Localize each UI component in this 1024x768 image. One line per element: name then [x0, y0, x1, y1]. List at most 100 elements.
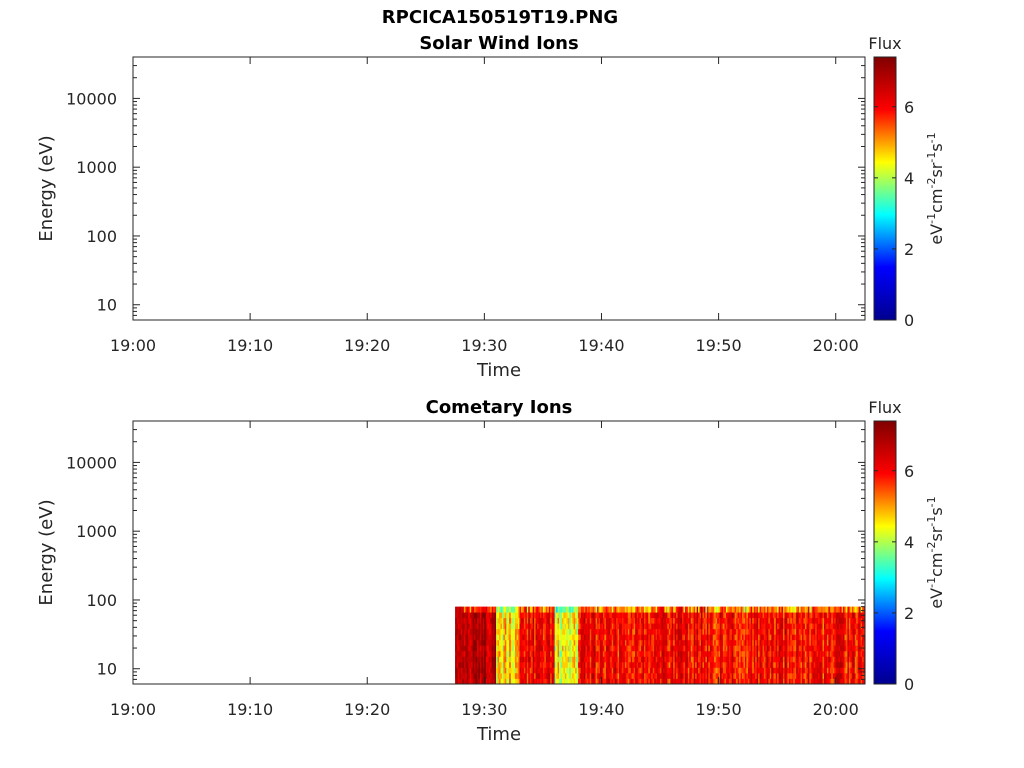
heatmap-cell — [860, 672, 863, 679]
heatmap-cell — [810, 656, 813, 663]
heatmap-cell — [780, 634, 782, 641]
heatmap-cell — [550, 612, 553, 619]
heatmap-cell — [696, 628, 699, 635]
heatmap-cell — [835, 672, 838, 679]
heatmap-cell — [851, 606, 854, 613]
heatmap-cell — [683, 612, 686, 619]
heatmap-cell — [727, 645, 730, 652]
heatmap-cell — [730, 639, 733, 646]
heatmap-cell — [513, 634, 516, 641]
heatmap-cell — [670, 667, 673, 674]
heatmap-cell — [794, 678, 797, 685]
heatmap-cell — [531, 678, 534, 685]
heatmap-cell — [578, 634, 580, 641]
heatmap-cell — [548, 661, 551, 668]
heatmap-cell — [484, 656, 487, 663]
heatmap-cell — [525, 612, 528, 619]
heatmap-cell — [840, 606, 842, 613]
heatmap-cell — [755, 606, 758, 613]
heatmap-cell — [611, 672, 614, 679]
heatmap-cell — [465, 617, 468, 624]
heatmap-cell — [851, 628, 854, 635]
heatmap-cell — [765, 650, 768, 657]
heatmap-cell — [619, 667, 621, 674]
heatmap-cell — [494, 656, 497, 663]
heatmap-cell — [474, 617, 476, 624]
heatmap-cell — [684, 612, 687, 619]
heatmap-cell — [730, 678, 733, 685]
heatmap-cell — [520, 623, 523, 630]
heatmap-cell — [758, 628, 760, 635]
heatmap-cell — [466, 678, 469, 685]
heatmap-cell — [680, 661, 683, 668]
heatmap-cell — [458, 672, 460, 679]
heatmap-cell — [504, 634, 507, 641]
heatmap-cell — [579, 667, 582, 674]
heatmap-cell — [545, 617, 548, 624]
heatmap-cell — [660, 634, 662, 641]
heatmap-cell — [725, 606, 728, 613]
heatmap-cell — [482, 612, 485, 619]
heatmap-cell — [459, 645, 462, 652]
heatmap-cell — [826, 650, 829, 657]
heatmap-cell — [859, 628, 861, 635]
heatmap-cell — [743, 650, 746, 657]
heatmap-cell — [620, 650, 623, 657]
heatmap-cell — [667, 672, 670, 679]
heatmap-cell — [762, 617, 765, 624]
heatmap-cell — [736, 650, 739, 657]
heatmap-cell — [834, 639, 837, 646]
heatmap-cell — [569, 672, 572, 679]
heatmap-cell — [477, 639, 479, 646]
heatmap-cell — [462, 661, 465, 668]
heatmap-cell — [711, 645, 714, 652]
heatmap-cell — [755, 661, 758, 668]
heatmap-cell — [509, 634, 512, 641]
heatmap-cell — [617, 634, 620, 641]
heatmap-cell — [605, 672, 608, 679]
heatmap-cell — [799, 645, 801, 652]
heatmap-cell — [717, 634, 719, 641]
heatmap-cell — [812, 628, 815, 635]
heatmap-cell — [507, 628, 510, 635]
heatmap-cell — [684, 617, 687, 624]
heatmap-cell — [563, 639, 566, 646]
heatmap-cell — [567, 639, 570, 646]
heatmap-cell — [661, 639, 664, 646]
heatmap-cell — [617, 667, 620, 674]
heatmap-cell — [642, 634, 645, 641]
heatmap-cell — [708, 617, 711, 624]
heatmap-cell — [522, 612, 525, 619]
heatmap-cell — [649, 612, 652, 619]
heatmap-cell — [736, 617, 739, 624]
heatmap-cell — [488, 678, 491, 685]
heatmap-cell — [591, 612, 594, 619]
heatmap-cell — [610, 617, 613, 624]
heatmap-cell — [458, 678, 460, 685]
heatmap-cell — [487, 661, 490, 668]
heatmap-cell — [591, 623, 594, 630]
heatmap-cell — [627, 656, 630, 663]
heatmap-cell — [458, 645, 460, 652]
heatmap-cell — [804, 623, 807, 630]
heatmap-cell — [588, 661, 591, 668]
heatmap-cell — [725, 623, 728, 630]
heatmap-cell — [661, 628, 664, 635]
heatmap-cell — [768, 650, 771, 657]
heatmap-cell — [657, 606, 659, 613]
heatmap-cell — [766, 612, 769, 619]
heatmap-cell — [579, 628, 582, 635]
heatmap-cell — [804, 628, 807, 635]
heatmap-cell — [844, 656, 847, 663]
heatmap-cell — [635, 650, 638, 657]
heatmap-cell — [501, 612, 504, 619]
heatmap-cell — [731, 661, 734, 668]
heatmap-cell — [718, 678, 721, 685]
heatmap-cell — [468, 639, 471, 646]
heatmap-cell — [573, 672, 576, 679]
heatmap-cell — [670, 639, 673, 646]
heatmap-cell — [605, 656, 608, 663]
heatmap-cell — [605, 645, 608, 652]
heatmap-cell — [797, 606, 800, 613]
heatmap-cell — [733, 617, 736, 624]
